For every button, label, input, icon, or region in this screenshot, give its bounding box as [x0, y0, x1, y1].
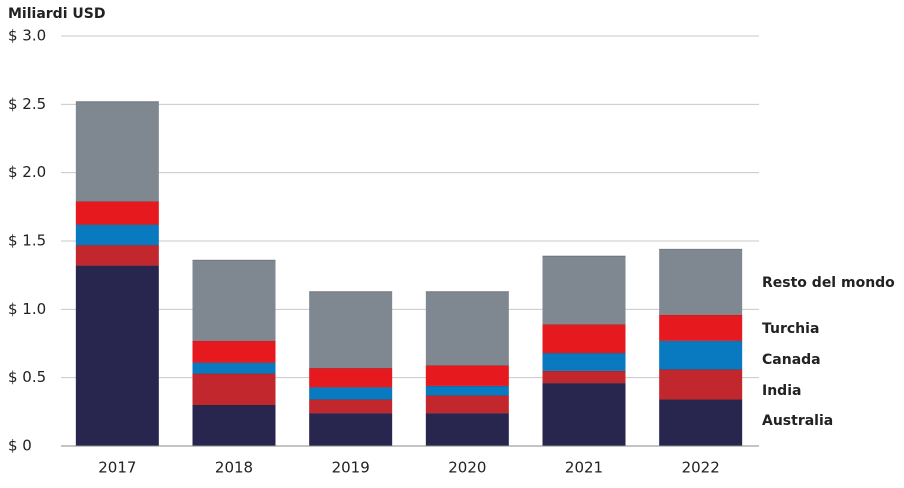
bar-segment	[542, 324, 626, 354]
bar-segment	[659, 314, 743, 341]
bar-segment	[192, 405, 276, 446]
bar-segment	[192, 362, 276, 374]
chart-title: Miliardi USD	[8, 6, 105, 22]
legend-label: Australia	[762, 413, 833, 429]
x-tick-label: 2017	[98, 459, 136, 477]
bar-segment	[542, 256, 626, 325]
y-tick-label: $ 0.5	[8, 368, 46, 386]
bar-segment	[542, 383, 626, 446]
bar-segment	[425, 413, 509, 446]
y-tick-label: $ 1.0	[8, 300, 46, 318]
bar-segment	[542, 370, 626, 384]
bar-segment	[425, 385, 509, 396]
legend-label: Canada	[762, 352, 821, 368]
bar-segment	[659, 369, 743, 400]
legend-label: India	[762, 383, 801, 399]
y-tick-label: $ 3.0	[8, 27, 46, 45]
x-tick-label: 2021	[565, 459, 603, 477]
bar-segment	[75, 201, 159, 225]
bar-segment	[309, 368, 393, 388]
x-tick-label: 2020	[448, 459, 486, 477]
x-tick-label: 2018	[215, 459, 253, 477]
x-tick-label: 2022	[682, 459, 720, 477]
bar-segment	[309, 413, 393, 446]
legend-label: Resto del mondo	[762, 275, 895, 291]
bar-segment	[75, 224, 159, 246]
bar-segment	[75, 245, 159, 266]
bar-segment	[309, 387, 393, 400]
legend-label: Turchia	[762, 321, 819, 337]
x-tick-label: 2019	[332, 459, 370, 477]
bar-segment	[192, 373, 276, 405]
bar-segment	[425, 291, 509, 366]
y-tick-label: $ 2.0	[8, 163, 46, 181]
bar-segment	[659, 340, 743, 370]
bar-segment	[192, 260, 276, 341]
bar-segment	[75, 265, 159, 446]
bar-segment	[425, 365, 509, 386]
bar-segment	[309, 291, 393, 369]
bar-segment	[192, 340, 276, 363]
bar-segment	[425, 395, 509, 414]
bar-segment	[659, 249, 743, 315]
y-tick-label: $ 2.5	[8, 95, 46, 113]
bar-segment	[309, 399, 393, 414]
bar-segment	[542, 353, 626, 371]
y-tick-label: $ 1.5	[8, 232, 46, 250]
y-tick-label: $ 0	[8, 437, 32, 455]
bar-segment	[659, 399, 743, 446]
bar-segment	[75, 101, 159, 202]
